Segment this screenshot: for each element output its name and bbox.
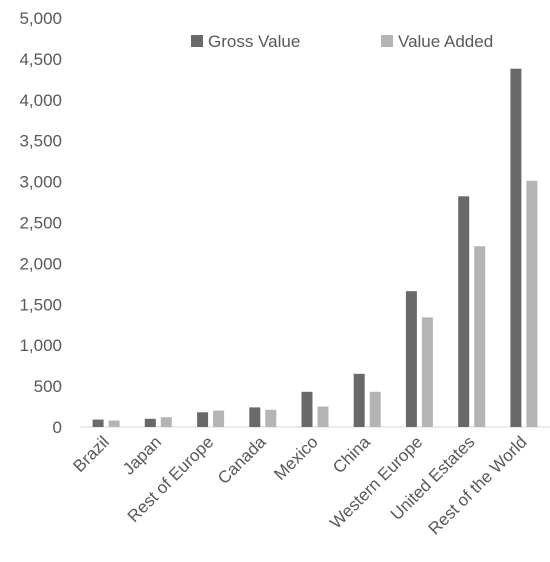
legend-swatch-value-added	[381, 35, 393, 47]
bar-value-added	[108, 420, 120, 427]
legend-label-value-added: Value Added	[398, 32, 493, 51]
x-category-label: Mexico	[270, 432, 322, 484]
bar-value-added	[265, 409, 277, 427]
bar-value-added	[421, 317, 433, 427]
x-category-label: Canada	[214, 432, 270, 488]
x-category-label: Rest of the World	[425, 432, 531, 538]
bar-value-added	[160, 417, 172, 427]
bar-gross-value	[510, 68, 522, 427]
bars	[92, 68, 538, 427]
bar-value-added	[369, 391, 381, 427]
y-tick-label: 2,500	[19, 214, 62, 233]
bar-value-added	[213, 410, 225, 427]
legend: Gross Value Value Added	[191, 32, 493, 51]
bar-gross-value	[92, 419, 104, 427]
bar-gross-value	[405, 291, 417, 427]
bar-value-added	[526, 180, 538, 427]
y-axis-tick-labels: 0 500 1,000 1,500 2,000 2,500 3,000 3,500 4,000 4…	[19, 9, 62, 437]
bar-gross-value	[144, 418, 156, 427]
x-category-label: Brazil	[69, 432, 112, 475]
y-tick-label: 3,500	[19, 132, 62, 151]
legend-swatch-gross-value	[191, 35, 203, 47]
y-tick-label: 1,500	[19, 295, 62, 314]
y-tick-label: 1,000	[19, 336, 62, 355]
bar-gross-value	[301, 391, 313, 427]
legend-label-gross-value: Gross Value	[208, 32, 300, 51]
x-category-label: Western Europe	[326, 432, 426, 532]
bar-gross-value	[249, 407, 261, 427]
bar-gross-value	[197, 412, 209, 427]
y-tick-label: 5,000	[19, 9, 62, 28]
x-category-label: China	[329, 432, 374, 477]
y-tick-label: 500	[34, 377, 62, 396]
y-tick-label: 2,000	[19, 254, 62, 273]
bar-gross-value	[458, 196, 470, 427]
bar-gross-value	[353, 373, 365, 427]
y-tick-label: 4,000	[19, 91, 62, 110]
bar-value-added	[317, 406, 329, 427]
x-category-label: Japan	[119, 432, 165, 478]
y-tick-label: 3,000	[19, 173, 62, 192]
y-tick-label: 4,500	[19, 50, 62, 69]
bar-value-added	[474, 246, 486, 427]
y-tick-label: 0	[53, 418, 62, 437]
